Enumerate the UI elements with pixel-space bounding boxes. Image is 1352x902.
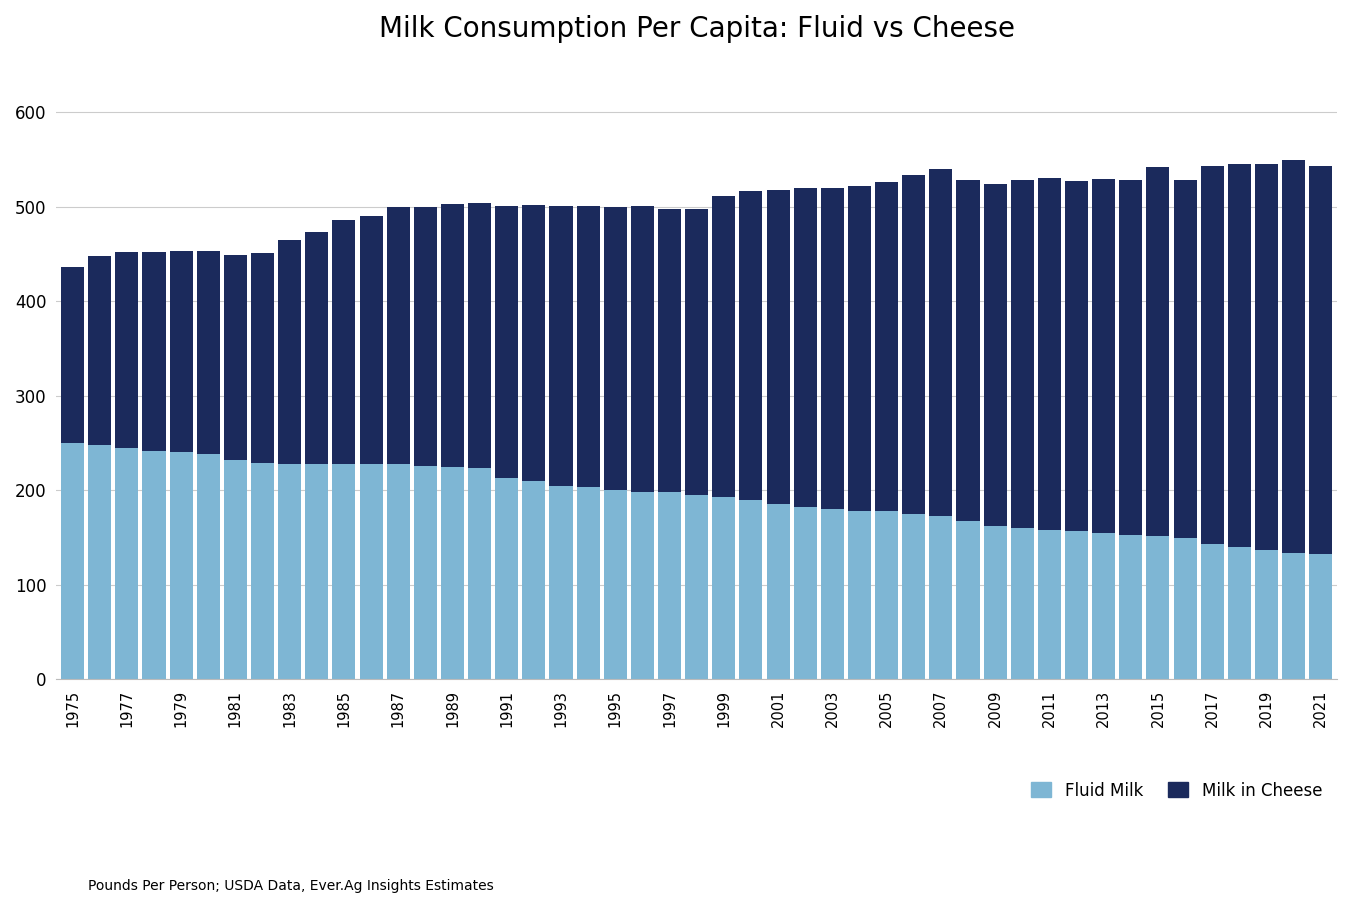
Bar [495,478,518,679]
Bar [197,251,220,455]
Bar [142,451,165,679]
Bar [522,205,545,481]
Bar [685,495,708,679]
Bar [1119,535,1142,679]
Bar [794,507,817,679]
Bar [414,465,437,679]
Bar [169,453,193,679]
Bar [414,207,437,465]
Bar [902,514,925,679]
Bar [604,491,627,679]
Bar [984,184,1007,526]
Bar [1092,533,1115,679]
Bar [767,503,790,679]
Bar [522,481,545,679]
Bar [1065,531,1088,679]
Bar [821,188,844,510]
Bar [1065,181,1088,531]
Bar [1011,528,1034,679]
Bar [1092,179,1115,533]
Bar [713,197,735,497]
Bar [1228,164,1251,547]
Bar [821,510,844,679]
Bar [251,253,274,463]
Bar [1146,536,1169,679]
Bar [333,464,356,679]
Bar [495,206,518,478]
Legend: Fluid Milk, Milk in Cheese: Fluid Milk, Milk in Cheese [1025,775,1329,806]
Bar [1228,547,1251,679]
Bar [468,467,491,679]
Bar [387,207,410,464]
Bar [604,207,627,491]
Bar [794,188,817,507]
Bar [549,485,572,679]
Bar [251,463,274,679]
Title: Milk Consumption Per Capita: Fluid vs Cheese: Milk Consumption Per Capita: Fluid vs Ch… [379,15,1014,43]
Bar [279,240,301,464]
Bar [984,526,1007,679]
Bar [441,204,464,466]
Bar [169,251,193,453]
Bar [848,186,871,511]
Bar [875,511,898,679]
Bar [88,256,111,445]
Bar [279,464,301,679]
Bar [61,443,84,679]
Bar [306,464,329,679]
Bar [740,500,763,679]
Bar [1201,544,1224,679]
Bar [1309,554,1332,679]
Bar [61,267,84,443]
Bar [1011,180,1034,528]
Text: Pounds Per Person; USDA Data, Ever.Ag Insights Estimates: Pounds Per Person; USDA Data, Ever.Ag In… [88,879,493,893]
Bar [1174,538,1197,679]
Bar [360,464,383,679]
Bar [306,232,329,464]
Bar [1038,530,1061,679]
Bar [387,464,410,679]
Bar [1255,164,1278,550]
Bar [1038,179,1061,530]
Bar [740,191,763,500]
Bar [549,206,572,485]
Bar [468,203,491,467]
Bar [875,182,898,511]
Bar [576,206,600,487]
Bar [956,520,980,679]
Bar [929,169,952,516]
Bar [1174,180,1197,538]
Bar [88,445,111,679]
Bar [1309,166,1332,554]
Bar [713,497,735,679]
Bar [197,455,220,679]
Bar [1255,550,1278,679]
Bar [658,492,681,679]
Bar [224,255,247,460]
Bar [1146,167,1169,536]
Bar [1282,161,1305,553]
Bar [224,460,247,679]
Bar [360,216,383,464]
Bar [333,220,356,464]
Bar [142,252,165,451]
Bar [902,175,925,514]
Bar [1282,553,1305,679]
Bar [631,492,654,679]
Bar [441,466,464,679]
Bar [115,447,138,679]
Bar [631,206,654,492]
Bar [929,516,952,679]
Bar [576,487,600,679]
Bar [1119,180,1142,535]
Bar [848,511,871,679]
Bar [685,209,708,495]
Bar [115,252,138,447]
Bar [658,208,681,492]
Bar [956,180,980,520]
Bar [767,189,790,503]
Bar [1201,166,1224,544]
